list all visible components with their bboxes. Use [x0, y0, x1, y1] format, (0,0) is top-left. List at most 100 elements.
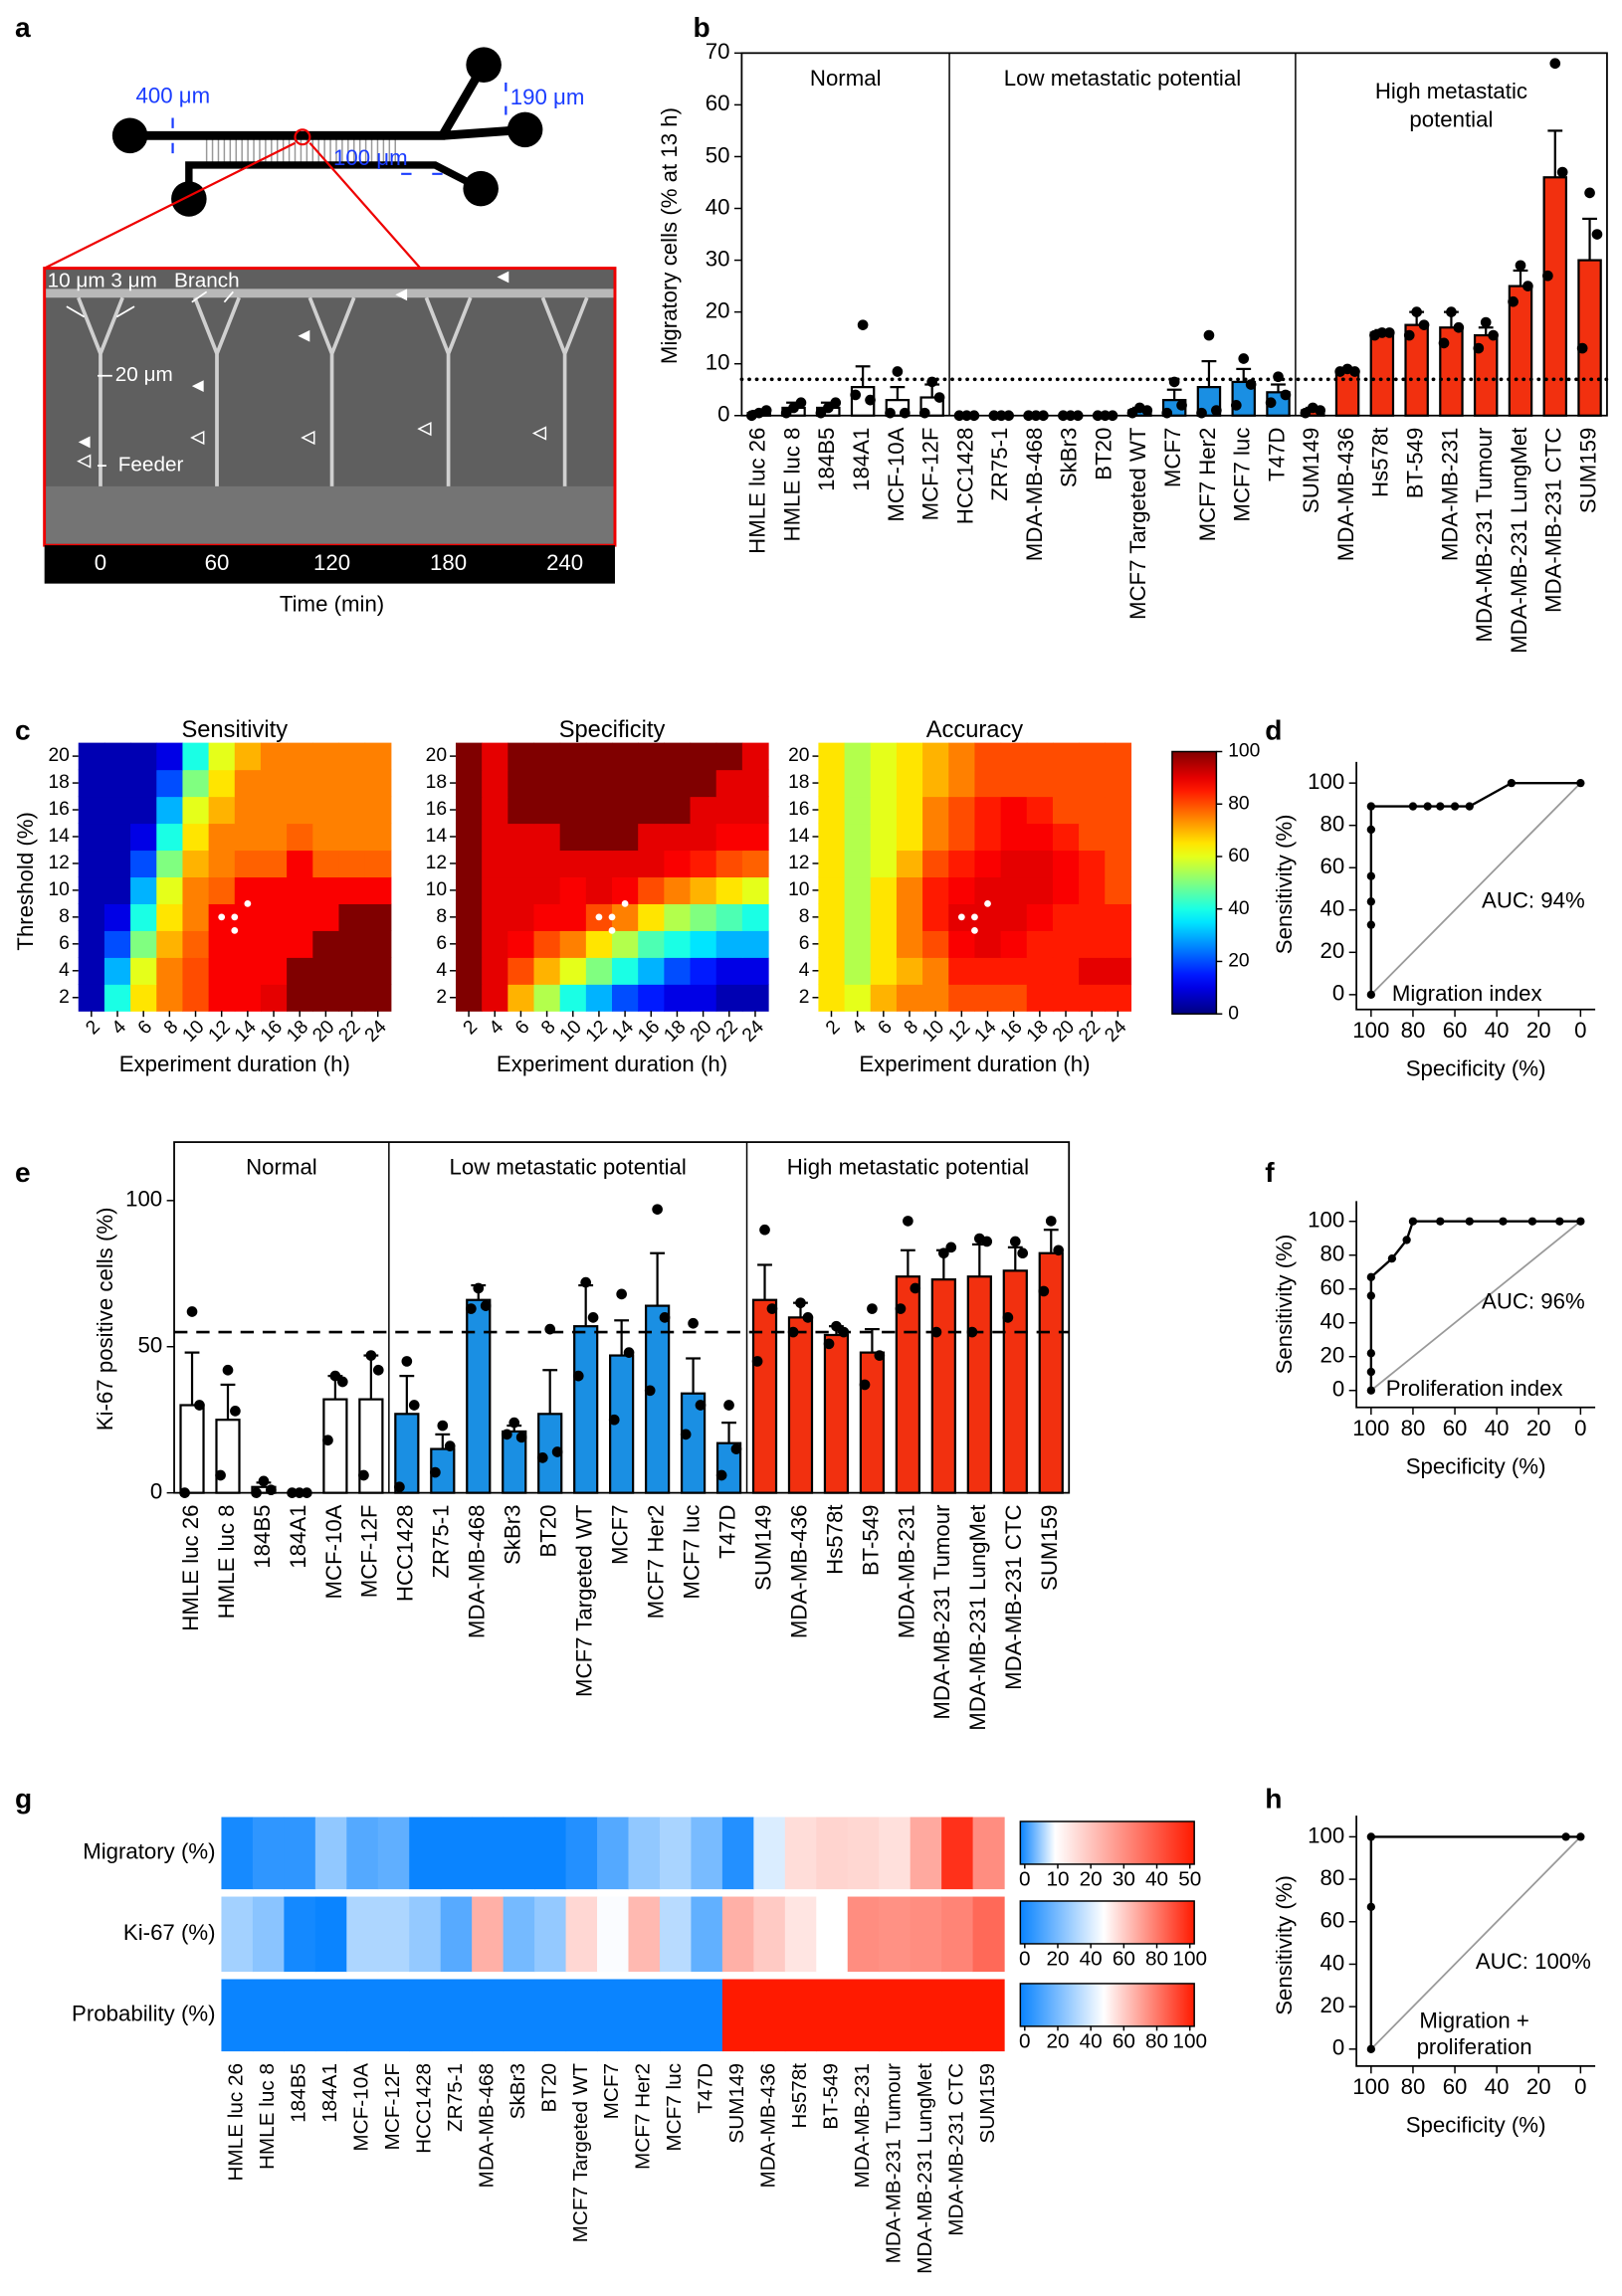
heat-cell — [690, 930, 717, 958]
heat-cell — [1052, 823, 1080, 852]
data-point — [1030, 410, 1042, 422]
data-point — [1584, 187, 1595, 199]
y-tick-label: 20 — [788, 745, 809, 766]
heat-cell — [234, 930, 262, 958]
heat-cell — [507, 850, 535, 878]
dimension-arrows — [171, 82, 507, 175]
heat-cell — [1105, 850, 1132, 878]
panel-label: h — [1265, 1784, 1282, 1815]
y-tick-label: 70 — [706, 39, 730, 64]
heat-cell — [182, 769, 210, 798]
heat-cell — [78, 742, 105, 771]
data-point — [287, 1487, 298, 1498]
heat-cell — [628, 1896, 661, 1973]
y-tick-label: 20 — [1320, 938, 1345, 963]
x-tick-label: MCF7 — [1160, 428, 1185, 487]
x-tick-label: Hs578t — [1368, 427, 1393, 497]
bar — [895, 1275, 921, 1494]
heat-cell — [1000, 930, 1028, 958]
heat-cell — [741, 742, 769, 771]
heat-cell — [182, 796, 210, 825]
heat-cell — [559, 957, 587, 985]
heat-cell — [1052, 876, 1080, 904]
x-tick-label: MDA-MB-231 CTC — [1001, 1504, 1026, 1689]
y-tick-label: 100 — [1308, 1208, 1344, 1233]
heat-cell — [455, 903, 483, 931]
heat-cell — [182, 742, 210, 771]
heat-cell — [312, 823, 340, 852]
x-tick-label: MCF-12F — [381, 2063, 404, 2150]
heat-cell — [312, 742, 340, 771]
data-point — [1203, 329, 1215, 341]
heat-cell — [234, 903, 262, 931]
bar — [1334, 370, 1360, 417]
heat-cell — [156, 850, 184, 878]
x-tick-label: SUM159 — [1037, 1504, 1062, 1590]
heat-cell — [252, 1896, 285, 1973]
heat-cell — [377, 1979, 410, 2052]
y-axis-label: Threshold (%) — [13, 812, 38, 951]
data-point — [945, 1242, 957, 1253]
heat-cell — [1026, 930, 1054, 958]
colorbar-tick-label: 0 — [1228, 1003, 1239, 1024]
heat-cell — [208, 876, 236, 904]
heat-cell — [1079, 742, 1106, 771]
data-point — [587, 1312, 599, 1323]
data-point — [266, 1484, 277, 1496]
data-point — [480, 1300, 492, 1311]
heat-cell — [974, 876, 1002, 904]
heat-cell — [948, 930, 976, 958]
heat-cell — [507, 957, 535, 985]
heat-cell — [879, 1817, 912, 1890]
data-point — [1376, 327, 1388, 338]
heat-cell — [234, 769, 262, 798]
x-tick-label: T47D — [695, 2063, 717, 2114]
heat-cell — [585, 984, 613, 1012]
y-tick-label: 10 — [426, 879, 447, 900]
heat-cell — [818, 876, 846, 904]
data-point — [1473, 342, 1485, 354]
y-tick-label: 20 — [706, 298, 730, 323]
heat-cell — [208, 930, 236, 958]
heat-cell — [1026, 903, 1054, 931]
x-tick-label: 60 — [1443, 2074, 1468, 2099]
heat-cell — [585, 850, 613, 878]
dimension-label: 190 μm — [510, 85, 585, 109]
data-point — [1176, 400, 1187, 411]
heat-cell — [1079, 903, 1106, 931]
data-point — [365, 1350, 377, 1361]
y-tick-label: 0 — [1332, 2035, 1344, 2060]
heat-cell — [922, 903, 949, 931]
reference-line — [1370, 1221, 1581, 1392]
heat-cell — [559, 796, 587, 825]
y-tick-label: 10 — [706, 350, 730, 375]
data-point — [1265, 397, 1277, 409]
heat-cell — [503, 1817, 535, 1890]
heat-cell — [870, 742, 898, 771]
data-point — [1053, 1244, 1064, 1256]
bar — [573, 1325, 599, 1494]
heat-cell — [78, 823, 105, 852]
y-tick-label: 6 — [799, 933, 810, 954]
x-tick-label: SUM149 — [725, 2063, 748, 2144]
colorbar-tick-label: 100 — [1172, 1948, 1207, 1971]
data-point — [802, 1312, 814, 1323]
data-point — [1480, 316, 1492, 328]
x-tick-label: 20 — [1526, 1018, 1551, 1043]
bar — [680, 1392, 707, 1494]
x-tick-label: 184A1 — [849, 428, 874, 491]
data-point — [1245, 379, 1257, 390]
heat-cell — [287, 850, 313, 878]
heat-cell — [948, 769, 976, 798]
data-point — [760, 405, 772, 416]
heat-cell — [628, 1817, 661, 1890]
data-point — [859, 1379, 871, 1391]
heat-cell — [1079, 850, 1106, 878]
heat-cell — [816, 1979, 849, 2052]
heat-cell — [482, 876, 508, 904]
cell-markers-open — [77, 421, 547, 469]
heat-cell — [364, 850, 392, 878]
x-tick-label: MCF7 luc — [679, 1504, 704, 1599]
data-point — [1107, 410, 1118, 422]
data-point — [194, 1400, 205, 1411]
